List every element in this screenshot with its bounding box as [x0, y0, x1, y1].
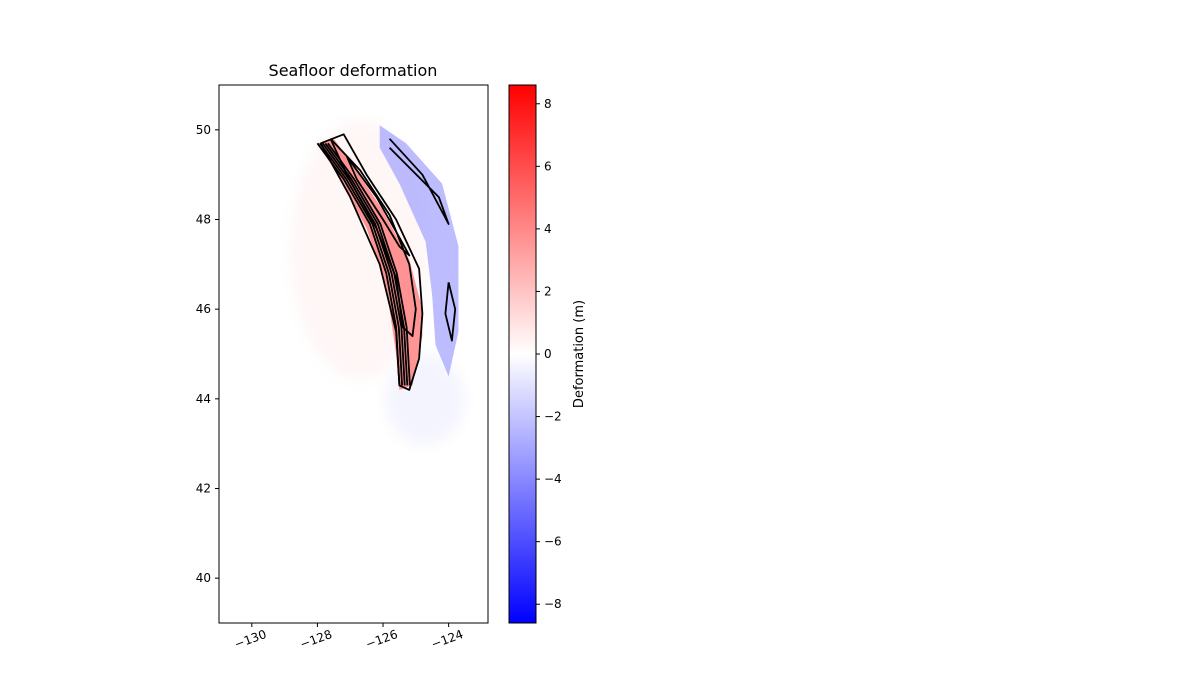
trench-contour-4	[327, 142, 411, 386]
contour-line-4	[346, 156, 411, 257]
subsidence-zone	[379, 125, 459, 377]
y-axis: 40 42 44 46 48 50	[196, 123, 219, 585]
contour-lines	[316, 133, 457, 391]
x-tick-label: −124	[429, 627, 465, 651]
y-tick-label: 50	[196, 123, 211, 137]
colorbar-tick-label: 6	[544, 159, 552, 173]
colorbar-tick-label: −2	[544, 410, 562, 424]
y-tick-label: 40	[196, 571, 211, 585]
colorbar-tick-label: −6	[544, 535, 562, 549]
y-tick-label: 42	[196, 482, 211, 496]
x-tick-label: −128	[298, 627, 334, 651]
colorbar-tick-label: 4	[544, 222, 552, 236]
y-tick-label: 46	[196, 302, 211, 316]
colorbar-ticks: −8 −6 −4 −2 0 2 4 6 8	[536, 97, 562, 611]
x-axis: −130 −128 −126 −124	[233, 623, 465, 651]
chart-title: Seafloor deformation	[269, 61, 438, 80]
plot-area	[219, 85, 488, 623]
x-tick-label: −126	[364, 627, 400, 651]
colorbar-tick-label: 0	[544, 347, 552, 361]
colorbar-tick-label: 8	[544, 97, 552, 111]
colorbar-tick-label: 2	[544, 284, 552, 298]
y-tick-label: 48	[196, 213, 211, 227]
trench-contour-2	[321, 142, 406, 386]
colorbar-label: Deformation (m)	[572, 300, 587, 408]
trench-contour-3	[324, 142, 409, 386]
faint-subsidence-halo	[385, 355, 465, 445]
y-tick-label: 44	[196, 392, 211, 406]
trench-contour-0	[316, 142, 401, 386]
x-tick-label: −130	[233, 627, 269, 651]
colorbar	[508, 84, 537, 624]
plot-frame	[218, 84, 489, 624]
colorbar-tick-label: −8	[544, 597, 562, 611]
contour-line-0	[388, 138, 450, 225]
contour-line-2	[319, 133, 424, 391]
contour-line-1	[444, 282, 457, 342]
trench-contour-1	[319, 142, 403, 386]
colorbar-tick-label: −4	[544, 472, 562, 486]
